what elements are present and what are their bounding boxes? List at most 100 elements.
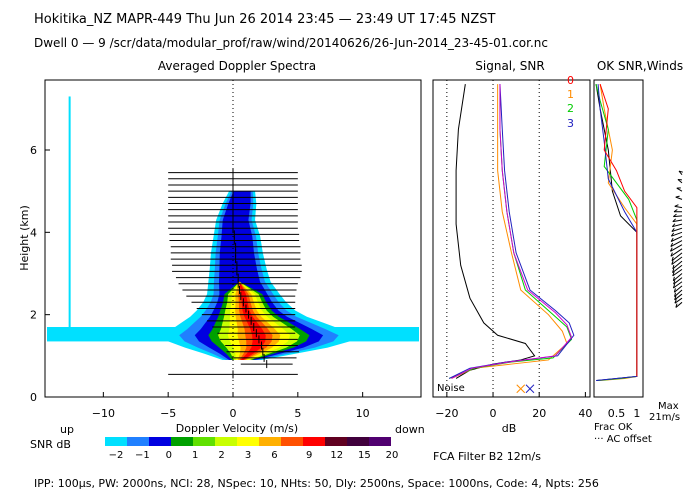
spectra-down-label: down [395,423,425,436]
wind-head-10 [672,264,675,269]
colorbar-tick-3: 1 [192,450,198,461]
spectra-level-8 [235,191,266,360]
header-line1: Hokitika_NZ MAPR-449 Thu Jun 26 2014 23:… [34,12,496,27]
noise-mark-b-0 [516,384,526,394]
spectra-xtick-label--5: −5 [160,407,176,420]
colorbar-swatch-12 [369,437,391,446]
wind-arrow-11 [671,256,683,265]
snr-xtick-label-20: 20 [532,407,546,420]
wind-head-24 [675,195,680,198]
snr-xtick-label-40: 40 [578,407,592,420]
legend-1: 1 [567,88,574,101]
wind-head-15 [670,242,674,247]
ok-series-3 [595,84,638,382]
wind-head-13 [670,252,673,257]
wind-arrow-9 [672,264,683,274]
wind-head-16 [670,237,674,242]
wind-arrow-24 [675,196,683,200]
colorbar-swatch-9 [303,437,325,446]
colorbar-tick-2: 0 [166,450,172,461]
snr-series-0 [455,84,536,379]
spectra-ytick-label-4: 4 [30,226,37,239]
snr-frame [432,79,591,398]
noise-label: Noise [437,383,465,394]
wind-arrow-2 [674,293,683,301]
wind-head-20 [672,218,677,222]
spectra-xtick-label-10: 10 [356,407,370,420]
spectra-up-label: up [60,423,74,436]
wind-arrow-21 [673,215,683,218]
colorbar-swatch-3 [171,437,193,446]
wind-head-18 [671,228,675,232]
wind-arrow-17 [671,231,683,237]
spectra-ylabel: Height (km) [18,205,31,271]
colorbar-tick-10: 20 [386,450,399,461]
wind-head-0 [675,303,678,308]
wind-head-23 [674,204,679,207]
snr-series-3 [448,84,575,379]
wind-arrow-4 [674,285,683,293]
wind-arrow-3 [674,289,683,298]
spectra-ytick-label-6: 6 [30,144,37,157]
colorbar-tick-9: 15 [358,450,371,461]
wind-head-22 [673,209,678,213]
wind-head-27 [678,170,683,173]
colorbar-swatch-0 [105,437,127,446]
wind-arrow-15 [670,240,683,247]
header-line2: Dwell 0 — 9 /scr/data/modular_prof/raw/w… [34,36,548,50]
wind-arrow-6 [673,277,683,285]
colorbar-swatch-2 [149,437,171,446]
colorbar-label: SNR dB [30,438,71,451]
wind-arrow-13 [670,248,683,257]
colorbar-swatch-8 [281,437,303,446]
wind-arrow-5 [673,281,683,289]
spectra-ytick-label-0: 0 [30,391,37,404]
ac-offset-label: ··· AC offset [594,434,652,445]
colorbar: −2 −1 0 1 2 3 6 9 12 15 20 [105,437,398,461]
colorbar-swatch-10 [325,437,347,446]
wind-max-label: Max [658,401,679,412]
wind-head-8 [672,271,675,277]
wind-head-19 [671,223,676,228]
wind-head-6 [673,280,676,285]
wind-arrow-26 [677,179,683,184]
wind-arrow-12 [671,252,683,262]
wind-head-7 [672,276,675,281]
spectra-xtick-label-5: 5 [294,407,301,420]
ok-frame [593,79,644,398]
colorbar-tick-1: −1 [135,450,150,461]
spectra-xtick-label--10: −10 [92,407,115,420]
legend-0: 0 [567,74,574,87]
wind-arrow-14 [670,244,683,252]
spectra-ytick-label-2: 2 [30,309,37,322]
wind-head-9 [672,268,675,273]
wind-arrow-19 [672,223,683,228]
snr-layer [446,80,575,397]
noise-mark-b-1 [525,384,535,394]
spectra-title: Averaged Doppler Spectra [158,59,316,73]
snr-series-1 [451,84,568,379]
colorbar-swatch-5 [215,437,237,446]
wind-arrow-23 [674,205,683,209]
wind-arrow-16 [670,235,683,242]
wind-arrow-7 [672,273,683,282]
ok-xtick-label-1: 1 [633,407,640,420]
snr-xtick-label--20: −20 [435,407,458,420]
wind-head-1 [674,299,677,304]
colorbar-swatch-1 [127,437,149,446]
colorbar-tick-7: 9 [306,450,312,461]
wind-arrow-20 [672,219,683,223]
wind-head-4 [673,288,676,293]
spectra-xlabel: Doppler Velocity (m/s) [176,422,298,435]
frac-ok-label: Frac OK [594,422,633,433]
colorbar-tick-5: 3 [245,450,251,461]
legend-3: 3 [567,117,574,130]
spike-artifact [68,96,71,328]
snr-series-m [451,84,573,379]
ok-series-1 [599,84,638,382]
snr-xtick-label-0: 0 [490,407,497,420]
wind-arrow-8 [672,268,683,277]
wind-head-2 [674,295,677,300]
wind-arrow-25 [676,187,683,192]
